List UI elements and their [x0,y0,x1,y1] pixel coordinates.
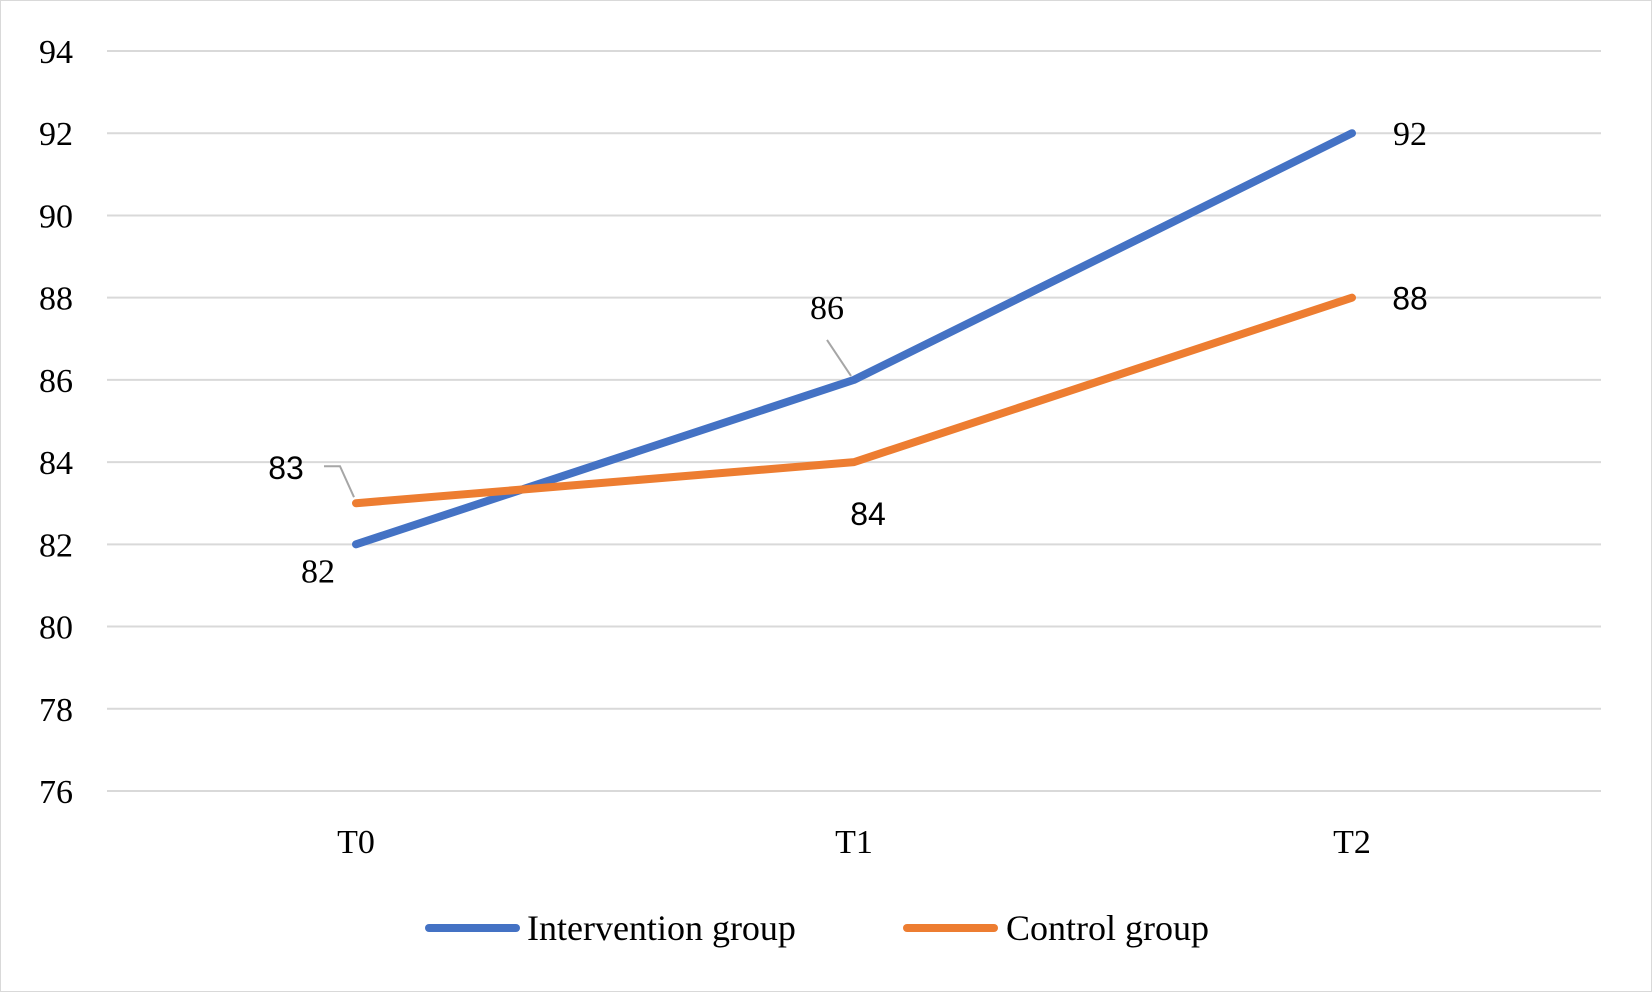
y-tick-label-88: 88 [39,281,73,318]
series-line-intervention [352,129,1356,549]
legend: Intervention group Control group [425,908,1209,948]
x-tick-label-t1: T1 [835,824,873,861]
y-tick-label-94: 94 [39,34,73,71]
data-label-control-t2: 88 [1392,281,1428,317]
series-lines [352,129,1356,549]
gridlines [107,50,1601,792]
y-tick-label-78: 78 [39,692,73,729]
y-axis-tick-labels: 76 78 80 82 84 86 88 90 92 94 [39,34,73,811]
y-tick-label-82: 82 [39,527,73,564]
y-tick-label-80: 80 [39,610,73,647]
data-label-intervention-t1: 86 [810,290,844,327]
y-tick-label-86: 86 [39,363,73,400]
x-tick-label-t2: T2 [1333,824,1371,861]
leader-line-control-t0 [324,465,355,498]
data-label-control-t0: 83 [268,450,304,486]
legend-label-intervention: Intervention group [527,908,796,948]
legend-label-control: Control group [1006,908,1209,948]
leader-line-intervention-t1 [826,339,852,377]
data-label-control-t1: 84 [850,496,886,532]
y-tick-label-90: 90 [39,198,73,235]
y-tick-label-84: 84 [39,445,73,482]
data-labels: 82 86 92 83 84 88 [268,116,1428,590]
y-tick-label-76: 76 [39,774,73,811]
data-label-intervention-t2: 92 [1393,116,1427,153]
series-line-control [352,293,1356,508]
x-axis-tick-labels: T0 T1 T2 [337,824,1371,861]
x-tick-label-t0: T0 [337,824,375,861]
y-tick-label-92: 92 [39,116,73,153]
data-label-intervention-t0: 82 [301,553,335,590]
